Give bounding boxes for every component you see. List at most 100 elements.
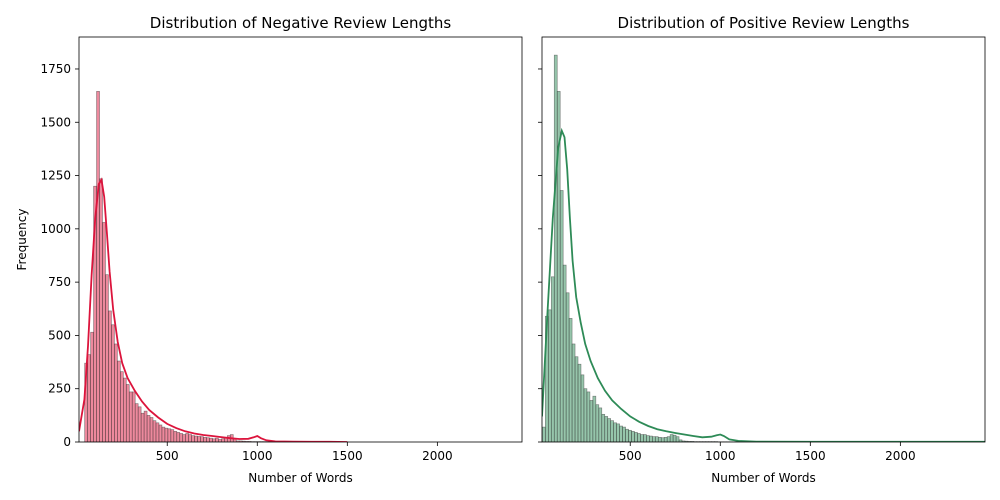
- histogram-bar: [164, 427, 169, 442]
- histogram-bar: [574, 356, 579, 442]
- histogram-bar: [149, 417, 154, 442]
- axes-frame: [78, 36, 523, 443]
- histogram-bar: [176, 432, 181, 442]
- histogram-bar: [669, 434, 674, 442]
- kde-curve: [79, 177, 348, 442]
- kde-curve: [542, 127, 985, 442]
- histogram-bar: [586, 391, 591, 442]
- x-tick-label: 1000: [705, 449, 736, 463]
- histogram-bar: [553, 54, 558, 442]
- histogram-bar: [105, 274, 109, 442]
- histogram-bar: [631, 431, 635, 442]
- histogram-bar: [598, 407, 603, 442]
- histogram-bar: [170, 429, 175, 442]
- histogram-bar: [161, 426, 166, 442]
- histogram-bar: [604, 416, 609, 442]
- y-tick-label: 1250: [40, 169, 71, 183]
- x-tick-label: 2000: [422, 449, 453, 463]
- histogram-bar: [209, 437, 213, 442]
- x-tick-label: 1500: [795, 449, 826, 463]
- histogram-bar: [634, 432, 638, 442]
- histogram-bar: [125, 384, 130, 442]
- positive-lengths-panel: 500 1000 1500 2000 Distribution of Positive …: [538, 14, 986, 485]
- histogram-bar: [660, 437, 665, 442]
- histogram-bar: [666, 436, 671, 442]
- histogram-bar: [212, 438, 216, 442]
- histogram-bar: [173, 431, 178, 442]
- histogram-bar: [628, 429, 632, 442]
- histogram-bar: [675, 436, 680, 442]
- histogram-bar: [108, 310, 112, 442]
- histogram-bar: [182, 434, 186, 442]
- histogram-bar: [185, 433, 189, 442]
- y-tick-label: 1750: [40, 62, 71, 76]
- histogram-bar: [562, 264, 567, 442]
- histogram-bar: [102, 222, 106, 442]
- y-tick-label: 1000: [40, 222, 71, 236]
- histogram-bar: [146, 415, 151, 442]
- negative-lengths-panel: 500 1000 1500 2000 0 250 500 750 1000 1250 1500 175…: [15, 14, 523, 485]
- histogram-bar: [548, 309, 552, 442]
- histogram-bar: [134, 403, 139, 442]
- histogram-bar: [197, 436, 201, 442]
- histogram-bar: [188, 434, 192, 442]
- histogram-bar: [657, 437, 662, 442]
- histogram-bar: [167, 428, 172, 442]
- x-tick-label: 500: [619, 449, 642, 463]
- histogram-bar: [200, 436, 204, 442]
- histogram-bar: [123, 377, 127, 442]
- histogram-bar: [87, 354, 91, 442]
- histogram-bar: [613, 422, 617, 442]
- histogram-bars: [84, 91, 326, 442]
- y-tick-label: 750: [48, 275, 71, 289]
- histogram-bar: [592, 395, 597, 442]
- histogram-bar: [672, 434, 677, 442]
- histogram-bar: [179, 433, 184, 442]
- histogram-bar: [215, 437, 219, 442]
- histogram-bar: [96, 91, 100, 442]
- histogram-bar: [194, 435, 198, 442]
- histogram-bar: [589, 400, 594, 442]
- histogram-bar: [577, 363, 582, 442]
- histogram-bar: [595, 404, 600, 442]
- histogram-bar: [99, 178, 103, 442]
- histogram-bar: [643, 434, 647, 442]
- histogram-bar: [143, 410, 148, 442]
- histogram-bar: [640, 434, 644, 442]
- histogram-bar: [155, 422, 160, 442]
- x-tick-label: 1500: [332, 449, 363, 463]
- histogram-bar: [191, 435, 195, 442]
- histogram-bar: [542, 426, 546, 442]
- histogram-bar: [206, 437, 210, 442]
- histogram-bar: [137, 406, 142, 442]
- histogram-bar: [610, 420, 614, 442]
- histogram-bar: [114, 343, 118, 442]
- histogram-bar: [580, 374, 585, 442]
- histogram-bar: [120, 371, 124, 442]
- histogram-bar: [140, 412, 145, 442]
- x-tick-label: 500: [156, 449, 179, 463]
- histogram-bar: [203, 437, 207, 442]
- axes-frame: [541, 36, 986, 443]
- histogram-bar: [625, 428, 629, 442]
- histogram-bar: [565, 292, 570, 442]
- histogram-bar: [158, 424, 163, 442]
- histogram-bar: [90, 331, 94, 442]
- histogram-bar: [568, 318, 573, 442]
- histogram-bar: [646, 435, 650, 442]
- histogram-bar: [559, 190, 564, 442]
- histogram-bar: [654, 436, 659, 442]
- histogram-bar: [649, 435, 653, 442]
- x-tick-label: 2000: [885, 449, 916, 463]
- histogram-bar: [571, 343, 576, 442]
- y-tick-label: 250: [48, 382, 71, 396]
- x-axis-label: Number of Words: [248, 471, 353, 485]
- x-tick-label: 1000: [242, 449, 273, 463]
- chart-title: Distribution of Positive Review Lengths: [618, 14, 910, 32]
- histogram-bar: [117, 360, 121, 442]
- histogram-bar: [663, 437, 668, 442]
- histogram-bar: [550, 276, 555, 442]
- y-tick-label: 500: [48, 328, 71, 342]
- y-tick-label: 1500: [40, 115, 71, 129]
- y-tick-label: 0: [63, 435, 71, 449]
